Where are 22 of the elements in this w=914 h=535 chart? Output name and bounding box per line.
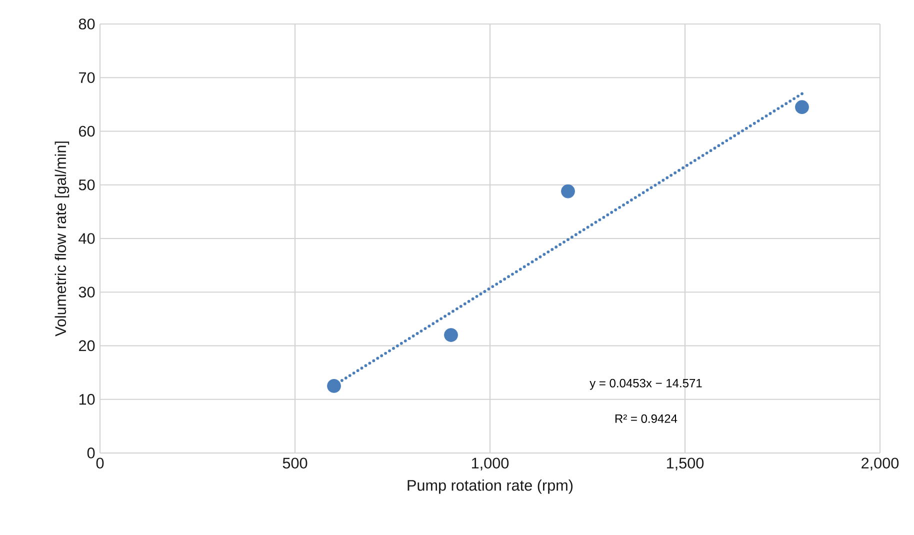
y-tick-label: 60 — [79, 126, 95, 137]
y-tick-label: 80 — [78, 18, 95, 30]
y-tick-label: 70 — [79, 72, 95, 84]
y-axis-title: Volumetric flow rate [gal/min] — [54, 142, 70, 336]
point — [561, 184, 575, 198]
point — [444, 328, 458, 342]
x-tick-label: 500 — [282, 458, 308, 469]
point — [327, 379, 341, 393]
annotation: y = 0.0453x − 14.571 — [590, 378, 702, 390]
x-tick-label: 1,000 — [472, 458, 509, 470]
y-tick-label: 40 — [78, 233, 95, 244]
y-tick-label: 50 — [78, 179, 95, 190]
y-tick-label: 30 — [78, 286, 95, 298]
x-tick-label: 2,000 — [862, 458, 899, 470]
annotation: R² = 0.9424 — [615, 414, 678, 423]
y-tick-label: 0 — [87, 448, 95, 458]
x-tick-label: 1,500 — [666, 458, 704, 470]
x-tick-label: 0 — [96, 458, 104, 469]
y-tick-label: 20 — [79, 340, 95, 352]
y-tick-label: 10 — [79, 394, 95, 405]
point — [795, 100, 809, 114]
x-axis-title: Pump rotation rate (rpm) — [408, 480, 573, 494]
